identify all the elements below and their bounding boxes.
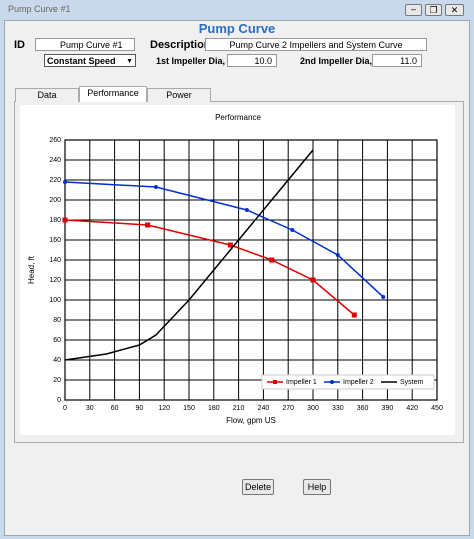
x-tick-label: 210 bbox=[233, 405, 245, 412]
y-tick-label: 260 bbox=[49, 137, 61, 144]
x-tick-label: 30 bbox=[86, 405, 94, 412]
point bbox=[62, 217, 68, 223]
y-tick-label: 180 bbox=[49, 217, 61, 224]
x-tick-label: 330 bbox=[332, 405, 344, 412]
window-title: Pump Curve #1 bbox=[8, 4, 71, 14]
x-tick-label: 360 bbox=[357, 405, 369, 412]
point bbox=[153, 185, 158, 189]
series-line bbox=[64, 181, 384, 298]
point bbox=[145, 222, 151, 228]
speed-value: Constant Speed bbox=[47, 56, 116, 66]
x-tick-label: 450 bbox=[431, 405, 443, 412]
plot-frame bbox=[64, 139, 438, 401]
x-tick-label: 240 bbox=[258, 405, 270, 412]
delete-button[interactable]: Delete bbox=[242, 479, 274, 495]
y-tick-label: 60 bbox=[53, 337, 61, 344]
heading: Pump Curve bbox=[198, 21, 276, 36]
legend-label: System bbox=[400, 379, 424, 386]
point bbox=[244, 208, 249, 212]
x-tick-label: 150 bbox=[183, 405, 195, 412]
y-tick-label: 240 bbox=[49, 157, 61, 164]
tab[interactable]: Data bbox=[15, 88, 79, 102]
y-tick-label: 80 bbox=[53, 317, 61, 324]
point bbox=[227, 242, 233, 248]
x-tick-label: 120 bbox=[158, 405, 170, 412]
y-tick-label: 140 bbox=[49, 257, 61, 264]
y-tick-label: 0 bbox=[57, 397, 61, 404]
point bbox=[335, 253, 340, 257]
x-tick-label: 60 bbox=[111, 405, 119, 412]
id-label: ID bbox=[14, 39, 25, 51]
y-tick-label: 120 bbox=[49, 277, 61, 284]
y-tick-label: 220 bbox=[49, 177, 61, 184]
point bbox=[310, 277, 316, 283]
description-input[interactable]: Pump Curve 2 Impellers and System Curve bbox=[205, 38, 427, 51]
point bbox=[63, 180, 67, 184]
impeller2-label: 2nd Impeller Dia, in: bbox=[300, 56, 386, 66]
legend-marker bbox=[273, 380, 277, 384]
x-tick-label: 180 bbox=[208, 405, 220, 412]
close-button[interactable]: ✕ bbox=[445, 4, 464, 16]
legend-marker bbox=[330, 380, 334, 384]
point bbox=[351, 312, 357, 318]
tab[interactable]: Power bbox=[147, 88, 211, 102]
minimize-button[interactable]: – bbox=[405, 4, 422, 16]
y-tick-label: 20 bbox=[53, 377, 61, 384]
y-tick-label: 100 bbox=[49, 297, 61, 304]
point bbox=[269, 257, 275, 263]
description-label: Description bbox=[150, 39, 211, 51]
x-tick-label: 420 bbox=[406, 405, 418, 412]
legend-box bbox=[261, 374, 435, 390]
legend-label: Impeller 1 bbox=[286, 379, 317, 386]
help-button[interactable]: Help bbox=[303, 479, 331, 495]
chart: Performance Flow, gpm US Head, ft 0 30 60 9… bbox=[20, 105, 455, 435]
x-tick-label: 90 bbox=[136, 405, 144, 412]
speed-select[interactable]: Constant Speed ▼ bbox=[44, 54, 136, 67]
x-tick-label: 390 bbox=[382, 405, 394, 412]
point bbox=[381, 295, 386, 299]
id-input[interactable]: Pump Curve #1 bbox=[35, 38, 135, 51]
chart-title: Performance bbox=[215, 113, 261, 122]
y-tick-label: 40 bbox=[53, 357, 61, 364]
legend-label: Impeller 2 bbox=[343, 379, 374, 386]
impeller2-input[interactable]: 11.0 bbox=[372, 54, 422, 67]
series-line bbox=[64, 219, 355, 316]
x-tick-label: 270 bbox=[282, 405, 294, 412]
impeller1-label: 1st Impeller Dia, in: bbox=[156, 56, 239, 66]
point bbox=[290, 228, 295, 232]
y-axis-label: Head, ft bbox=[27, 255, 36, 284]
y-tick-label: 200 bbox=[49, 197, 61, 204]
y-tick-label: 160 bbox=[49, 237, 61, 244]
x-tick-label: 0 bbox=[63, 405, 67, 412]
series-line bbox=[64, 149, 314, 361]
tab-active[interactable]: Performance bbox=[79, 86, 147, 102]
x-tick-label: 300 bbox=[307, 405, 319, 412]
x-axis-label: Flow, gpm US bbox=[226, 416, 276, 425]
impeller1-input[interactable]: 10.0 bbox=[227, 54, 277, 67]
restore-button[interactable]: ❐ bbox=[425, 4, 442, 16]
